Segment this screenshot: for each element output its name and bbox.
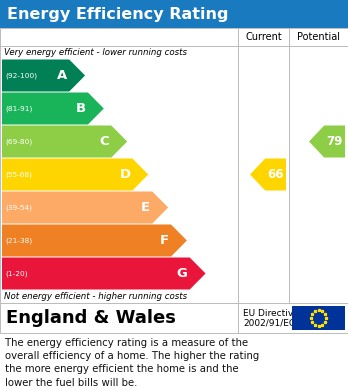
Polygon shape	[2, 59, 85, 91]
Text: B: B	[76, 102, 86, 115]
Text: 79: 79	[326, 135, 343, 148]
Text: Energy Efficiency Rating: Energy Efficiency Rating	[7, 7, 229, 22]
Text: (55-68): (55-68)	[5, 171, 32, 178]
Text: England & Wales: England & Wales	[6, 309, 176, 327]
Text: Very energy efficient - lower running costs: Very energy efficient - lower running co…	[4, 48, 187, 57]
Polygon shape	[2, 192, 168, 224]
Text: (1-20): (1-20)	[5, 270, 27, 277]
Text: D: D	[119, 168, 130, 181]
Polygon shape	[250, 158, 286, 190]
Text: 66: 66	[267, 168, 284, 181]
Text: E: E	[141, 201, 150, 214]
Text: A: A	[57, 69, 67, 82]
Text: G: G	[177, 267, 188, 280]
Text: The energy efficiency rating is a measure of the
overall efficiency of a home. T: The energy efficiency rating is a measur…	[5, 338, 259, 387]
Polygon shape	[2, 258, 206, 289]
Text: (39-54): (39-54)	[5, 204, 32, 211]
Bar	[0, 303, 348, 333]
Polygon shape	[2, 93, 104, 124]
Text: EU Directive: EU Directive	[243, 308, 299, 317]
Text: (21-38): (21-38)	[5, 237, 32, 244]
Text: (69-80): (69-80)	[5, 138, 32, 145]
Text: Current: Current	[245, 32, 282, 42]
Bar	[0, 0, 348, 28]
Text: C: C	[100, 135, 109, 148]
Text: 2002/91/EC: 2002/91/EC	[243, 319, 295, 328]
Polygon shape	[2, 158, 148, 190]
Bar	[292, 306, 345, 330]
Text: Not energy efficient - higher running costs: Not energy efficient - higher running co…	[4, 292, 187, 301]
Bar	[0, 28, 348, 303]
Text: F: F	[160, 234, 169, 247]
Text: (81-91): (81-91)	[5, 105, 32, 112]
Text: Potential: Potential	[297, 32, 340, 42]
Polygon shape	[2, 126, 127, 158]
Polygon shape	[2, 224, 187, 256]
Polygon shape	[309, 126, 345, 158]
Text: (92-100): (92-100)	[5, 72, 37, 79]
